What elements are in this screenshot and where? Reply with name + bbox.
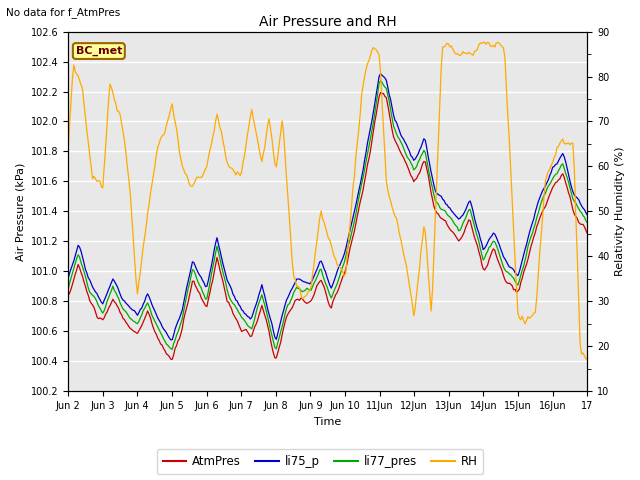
X-axis label: Time: Time [314, 417, 341, 427]
Title: Air Pressure and RH: Air Pressure and RH [259, 15, 397, 29]
Legend: AtmPres, li75_p, li77_pres, RH: AtmPres, li75_p, li77_pres, RH [157, 449, 483, 474]
Y-axis label: Air Pressure (kPa): Air Pressure (kPa) [15, 162, 25, 261]
Text: BC_met: BC_met [76, 46, 122, 56]
Text: No data for f_AtmPres: No data for f_AtmPres [6, 7, 121, 18]
Y-axis label: Relativity Humidity (%): Relativity Humidity (%) [615, 147, 625, 276]
